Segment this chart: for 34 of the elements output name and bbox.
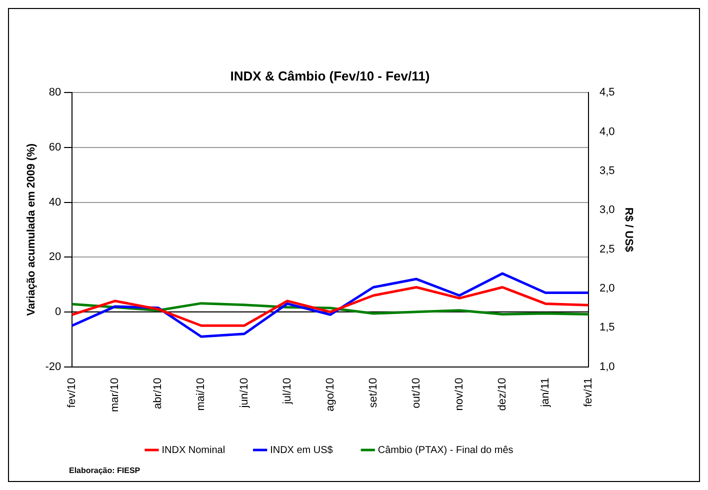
y2-tick-label: 4,5 — [600, 86, 615, 99]
y-tick-label: 20 — [48, 251, 62, 264]
y-tick-label: 60 — [48, 141, 62, 154]
y2-tick-label: 4,0 — [600, 126, 615, 138]
x-tick-label: ago/10 — [324, 378, 336, 412]
y2-tick-label: 2,0 — [600, 282, 615, 294]
chart-title: INDX & Câmbio (Fev/10 - Fev/11) — [230, 68, 430, 84]
y2-tick-label: 2,5 — [600, 243, 615, 256]
x-tick-label: out/10 — [410, 378, 422, 408]
x-tick-label: mai/10 — [195, 378, 208, 411]
legend-label: INDX em US$ — [270, 444, 334, 456]
y-tick-label: 80 — [48, 86, 62, 99]
y-tick-label: -20 — [45, 360, 62, 373]
y-axis-title: Variação acumulada em 2009 (%) — [26, 143, 38, 316]
x-tick-label: set/10 — [367, 378, 380, 408]
x-tick-label: fev/10 — [66, 378, 78, 408]
x-tick-label: nov/10 — [453, 378, 466, 411]
x-tick-label: abr/10 — [152, 378, 164, 409]
x-tick-label: fev/11 — [582, 378, 595, 407]
x-tick-label: jan/11 — [540, 378, 552, 408]
x-tick-label: jul/10 — [281, 378, 294, 406]
x-tick-label: jun/10 — [238, 378, 250, 409]
x-tick-label: dez/10 — [496, 378, 508, 411]
y2-tick-label: 3,0 — [600, 204, 615, 216]
text: Elaboração: FIESP — [69, 466, 141, 476]
x-tick-label: mar/10 — [109, 378, 122, 412]
y2-tick-label: 1,0 — [600, 360, 615, 373]
legend-label: Câmbio (PTAX) - Final do mês — [378, 444, 514, 456]
y2-axis-title: R$ / US$ — [622, 207, 634, 252]
legend-label: INDX Nominal — [162, 444, 226, 456]
y-tick-label: 40 — [48, 196, 62, 208]
y2-tick-label: 1,5 — [600, 322, 615, 334]
y-tick-label: 0 — [54, 306, 62, 318]
y2-tick-label: 3,5 — [600, 164, 615, 177]
